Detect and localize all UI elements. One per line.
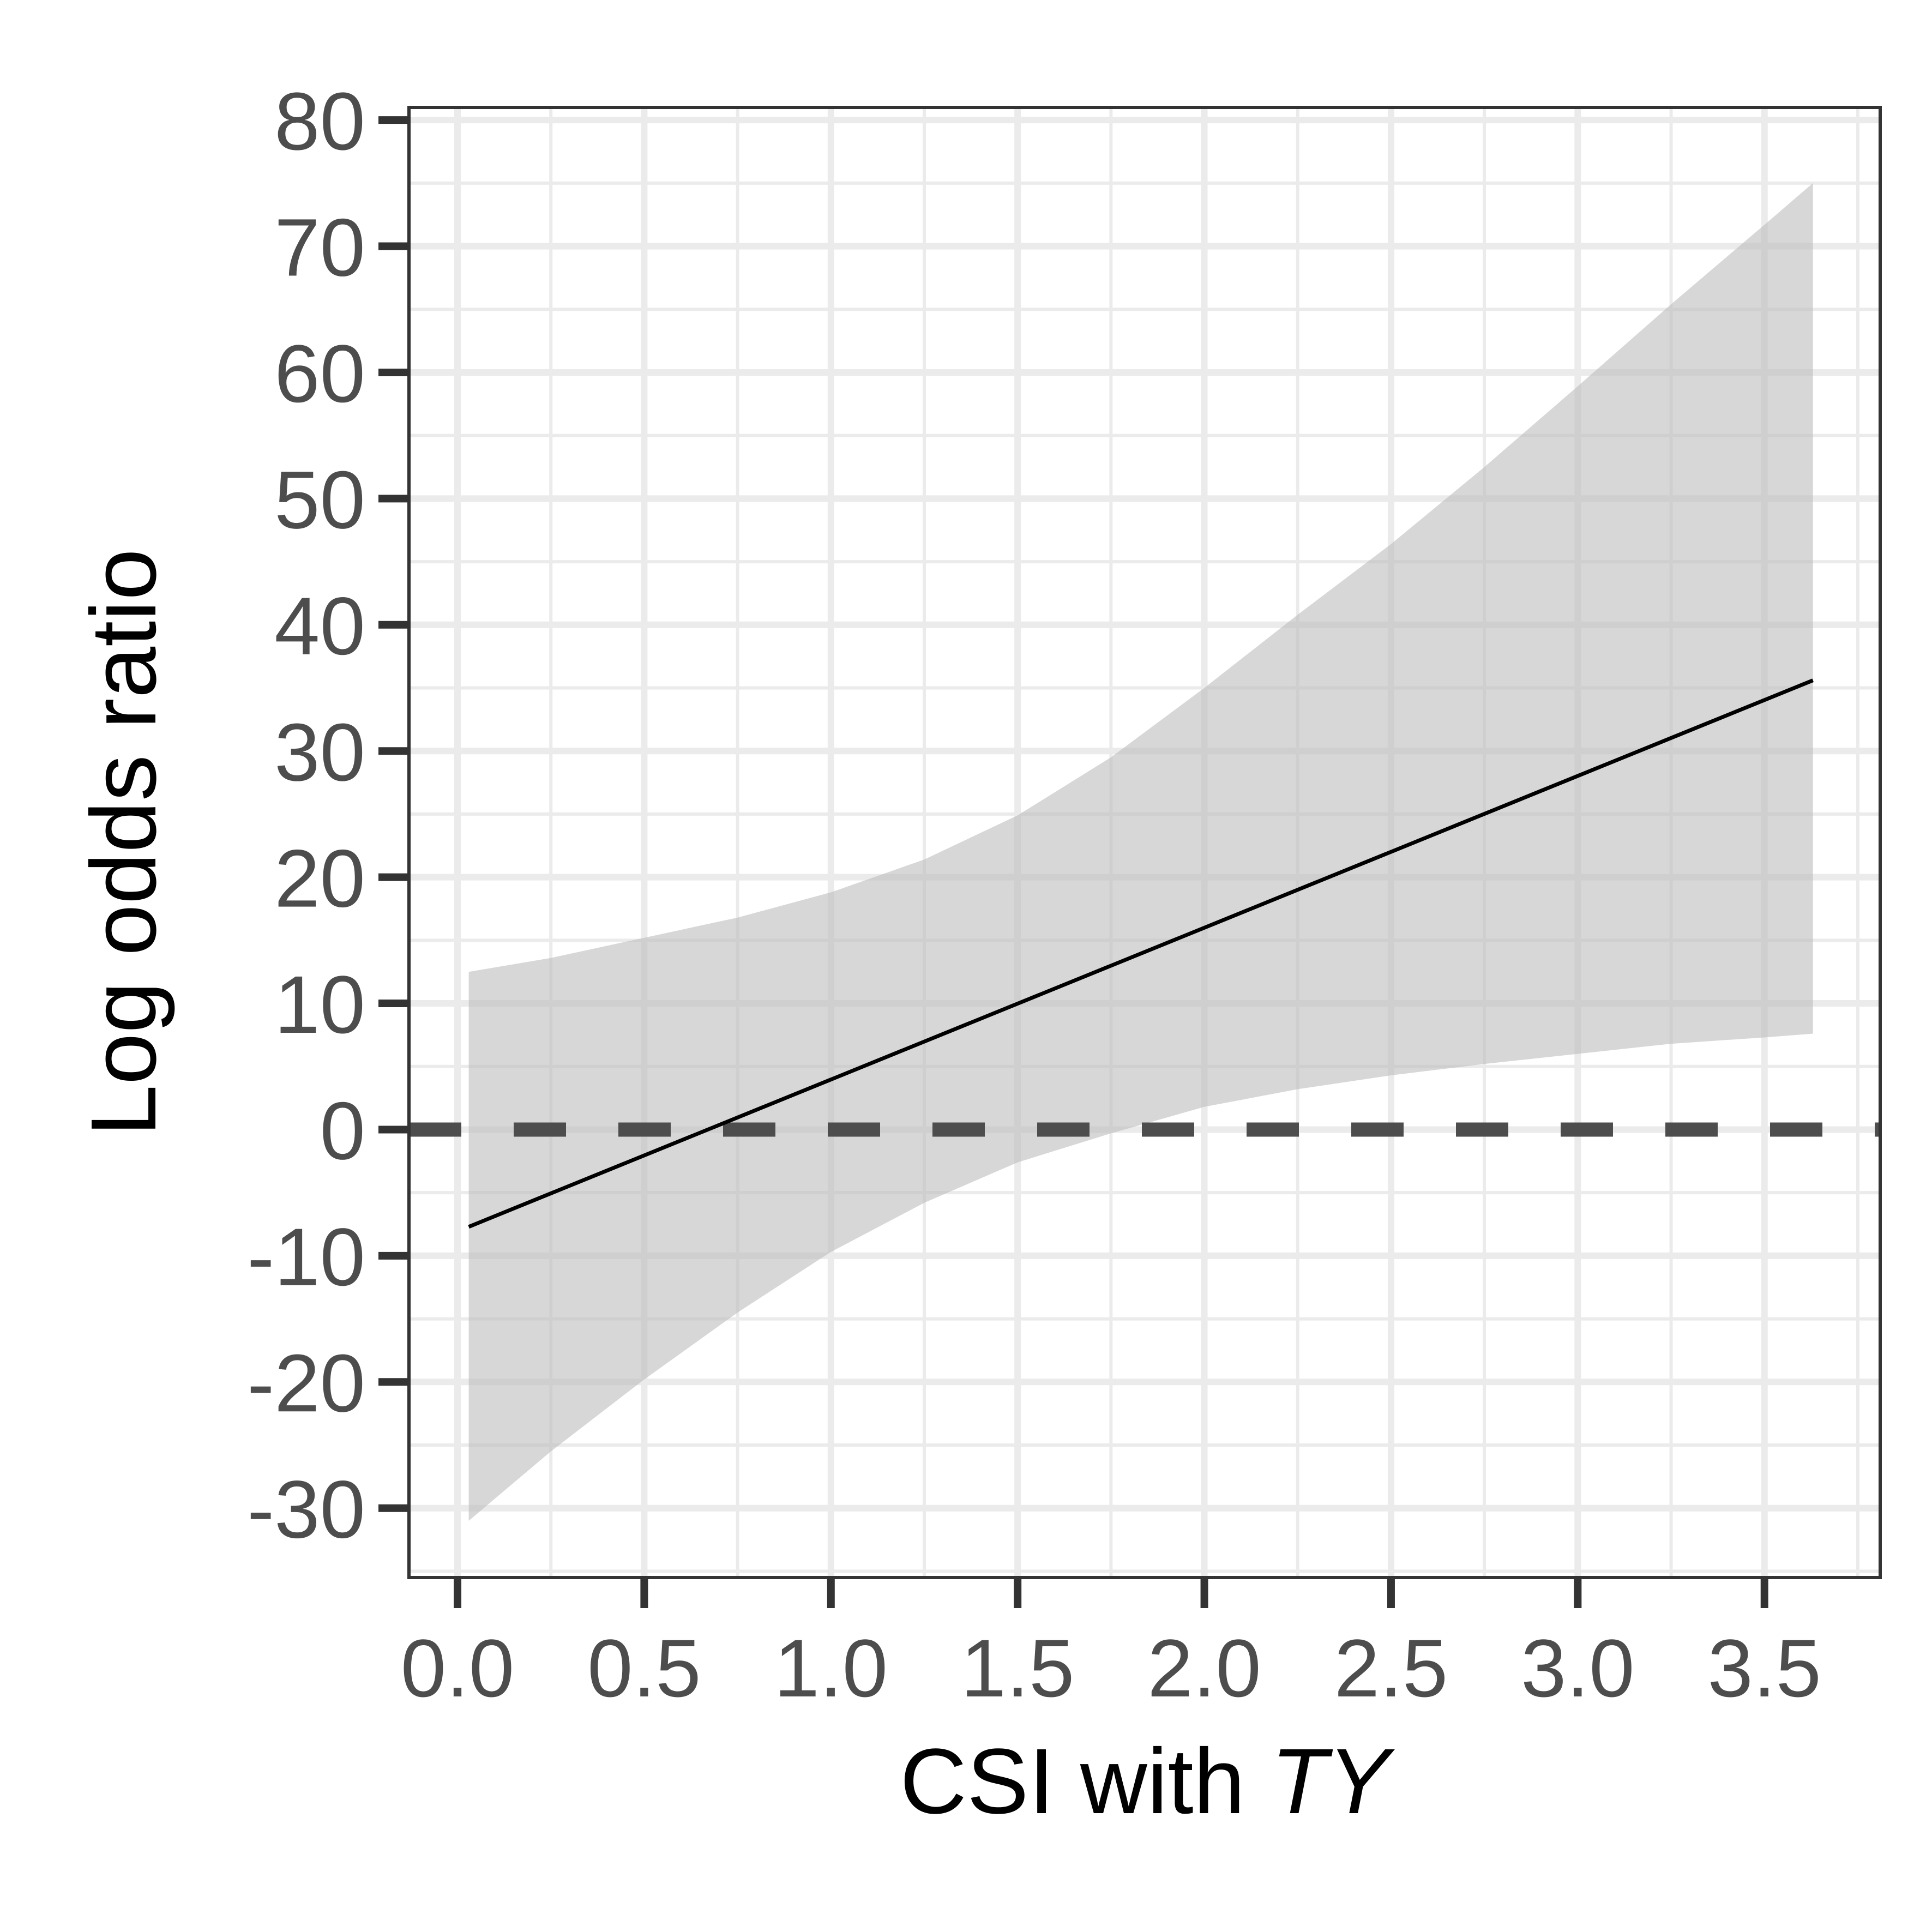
fit-line bbox=[468, 678, 1814, 1229]
y-axis-ticks: -30 -20 -10 0 10 20 30 40 50 60 70 80 bbox=[247, 75, 409, 1555]
y-tick-label: 80 bbox=[274, 75, 365, 167]
y-tick-label: -30 bbox=[247, 1464, 365, 1555]
y-tick-label: 40 bbox=[274, 580, 365, 672]
y-tick-label: -10 bbox=[247, 1211, 365, 1303]
y-tick-label: 60 bbox=[274, 328, 365, 419]
x-axis-ticks: 0.0 0.5 1.0 1.5 2.0 2.5 3.0 3.5 bbox=[401, 1578, 1821, 1714]
x-tick-label: 2.0 bbox=[1147, 1622, 1261, 1714]
x-axis-title-italic: TY bbox=[1271, 1730, 1395, 1833]
y-tick-label: 10 bbox=[274, 959, 365, 1050]
x-axis-title-main: CSI with bbox=[900, 1730, 1271, 1833]
x-axis-title: CSI with TY bbox=[900, 1730, 1395, 1833]
confidence-ribbon bbox=[468, 183, 1813, 1521]
x-tick-label: 0.5 bbox=[587, 1622, 701, 1714]
x-tick-label: 1.5 bbox=[961, 1622, 1075, 1714]
y-tick-label: 50 bbox=[274, 454, 365, 545]
x-tick-label: 1.0 bbox=[774, 1622, 888, 1714]
y-axis-title: Log odds ratio bbox=[72, 549, 176, 1136]
fit-line-layer bbox=[468, 678, 1814, 1229]
confidence-ribbon-layer bbox=[468, 183, 1813, 1521]
y-tick-label: 30 bbox=[274, 706, 365, 798]
x-tick-label: 3.5 bbox=[1707, 1622, 1821, 1714]
x-tick-label: 3.0 bbox=[1521, 1622, 1635, 1714]
x-tick-label: 0.0 bbox=[401, 1622, 515, 1714]
panel-border bbox=[407, 106, 1882, 1579]
y-tick-label: 70 bbox=[274, 202, 365, 293]
y-tick-label: 0 bbox=[320, 1085, 365, 1176]
y-tick-label: 20 bbox=[274, 833, 365, 924]
x-tick-label: 2.5 bbox=[1334, 1622, 1448, 1714]
y-tick-label: -20 bbox=[247, 1337, 365, 1429]
